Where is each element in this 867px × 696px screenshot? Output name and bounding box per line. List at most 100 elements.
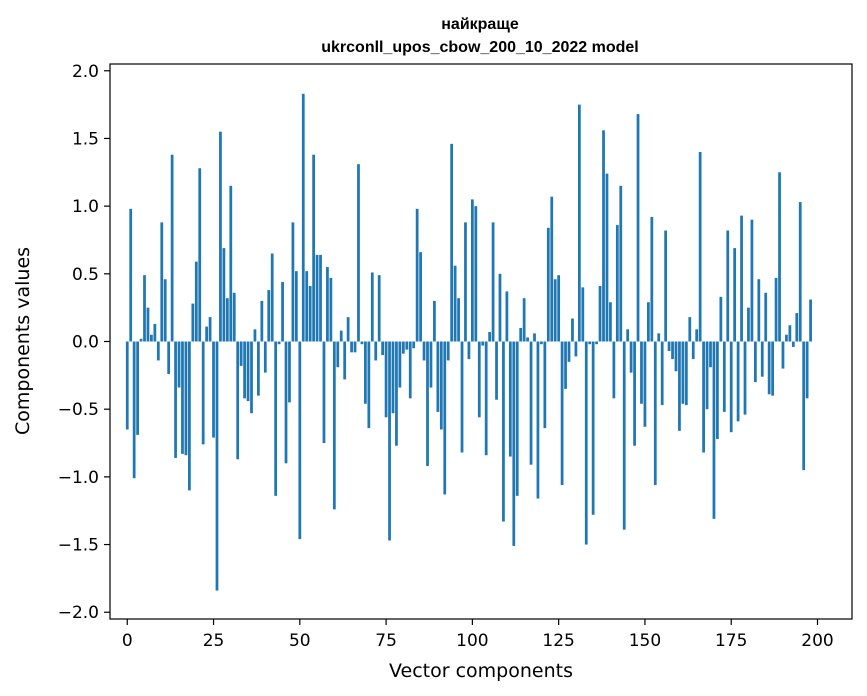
- bar-90: [436, 341, 440, 412]
- bar-14: [174, 341, 177, 458]
- bar-136: [595, 341, 598, 345]
- bar-173: [722, 341, 726, 412]
- bar-118: [533, 333, 536, 342]
- x-tick-label: 125: [542, 631, 574, 651]
- bar-38: [257, 341, 260, 396]
- bar-17: [184, 341, 188, 456]
- bar-102: [477, 341, 481, 418]
- bar-80: [401, 341, 405, 354]
- bar-131: [577, 104, 581, 342]
- y-tick-label: 1.0: [72, 197, 99, 217]
- bar-53: [308, 286, 312, 342]
- bar-83: [412, 341, 416, 349]
- bar-21: [198, 168, 202, 342]
- bar-104: [484, 341, 488, 456]
- bar-111: [508, 341, 512, 457]
- bar-190: [781, 341, 785, 369]
- x-tick-label: 175: [715, 631, 747, 651]
- bar-169: [709, 341, 712, 368]
- bar-67: [357, 164, 360, 342]
- bar-113: [515, 341, 519, 496]
- bar-63: [343, 341, 347, 380]
- bar-6: [146, 307, 150, 342]
- bar-184: [760, 341, 764, 377]
- bar-164: [691, 341, 695, 360]
- bar-3: [136, 341, 139, 435]
- bar-151: [647, 302, 650, 342]
- x-tick-label: 25: [203, 631, 225, 651]
- bar-193: [791, 341, 795, 347]
- bar-161: [681, 341, 685, 404]
- bar-155: [660, 341, 664, 406]
- bar-36: [250, 341, 253, 414]
- bar-30: [229, 185, 233, 342]
- bar-68: [360, 341, 364, 345]
- bar-9: [156, 341, 160, 361]
- bar-0: [125, 341, 129, 430]
- bar-33: [239, 341, 243, 366]
- bar-197: [805, 341, 809, 399]
- bar-134: [588, 341, 592, 345]
- bar-48: [291, 222, 295, 342]
- bar-137: [598, 286, 602, 342]
- bar-59: [329, 277, 333, 342]
- bar-143: [619, 185, 623, 342]
- bar-89: [433, 300, 436, 342]
- bar-98: [464, 222, 467, 342]
- chart-title: найкраще: [441, 16, 519, 33]
- bar-92: [443, 341, 447, 495]
- bar-51: [301, 93, 305, 342]
- bar-56: [319, 254, 322, 342]
- bar-29: [225, 298, 229, 342]
- bar-158: [671, 341, 674, 360]
- bar-187: [771, 341, 774, 396]
- bar-93: [446, 341, 450, 361]
- bar-76: [388, 341, 391, 541]
- bar-198: [809, 299, 812, 342]
- bars-group: [125, 93, 812, 591]
- bar-26: [215, 341, 219, 591]
- bar-138: [602, 130, 605, 342]
- bar-162: [684, 341, 688, 406]
- bar-97: [460, 341, 464, 453]
- bar-43: [274, 341, 278, 496]
- bar-52: [305, 271, 309, 342]
- plot-frame: [109, 63, 853, 620]
- bar-163: [688, 317, 692, 342]
- bar-183: [757, 279, 761, 342]
- bar-15: [177, 341, 181, 388]
- bar-62: [339, 330, 343, 342]
- bar-160: [678, 341, 681, 431]
- bar-103: [481, 341, 485, 346]
- bar-128: [567, 341, 571, 362]
- bar-153: [653, 341, 657, 485]
- bar-11: [163, 279, 167, 342]
- bar-114: [519, 327, 523, 342]
- bar-10: [160, 222, 164, 342]
- bar-47: [288, 341, 291, 403]
- y-tick-label: −2.0: [58, 603, 99, 623]
- bar-37: [253, 329, 257, 342]
- bar-170: [712, 341, 716, 519]
- bar-129: [571, 318, 574, 342]
- bar-196: [802, 341, 806, 471]
- bar-123: [550, 196, 554, 342]
- bar-16: [181, 341, 184, 454]
- bar-149: [640, 341, 643, 404]
- x-axis-label: Vector components: [389, 660, 573, 682]
- bar-119: [536, 341, 540, 499]
- bar-94: [450, 143, 454, 342]
- bar-13: [170, 154, 174, 342]
- bar-32: [236, 341, 240, 460]
- bar-156: [664, 230, 668, 342]
- bar-20: [194, 261, 198, 342]
- bar-41: [267, 290, 271, 342]
- bar-126: [560, 341, 564, 485]
- bar-175: [729, 341, 733, 433]
- chart-subtitle: ukrconll_upos_cbow_200_10_2022 model: [321, 39, 638, 56]
- bar-189: [778, 172, 781, 342]
- bar-172: [719, 296, 723, 342]
- bar-19: [191, 303, 195, 342]
- bar-5: [143, 275, 146, 342]
- bar-74: [381, 341, 385, 356]
